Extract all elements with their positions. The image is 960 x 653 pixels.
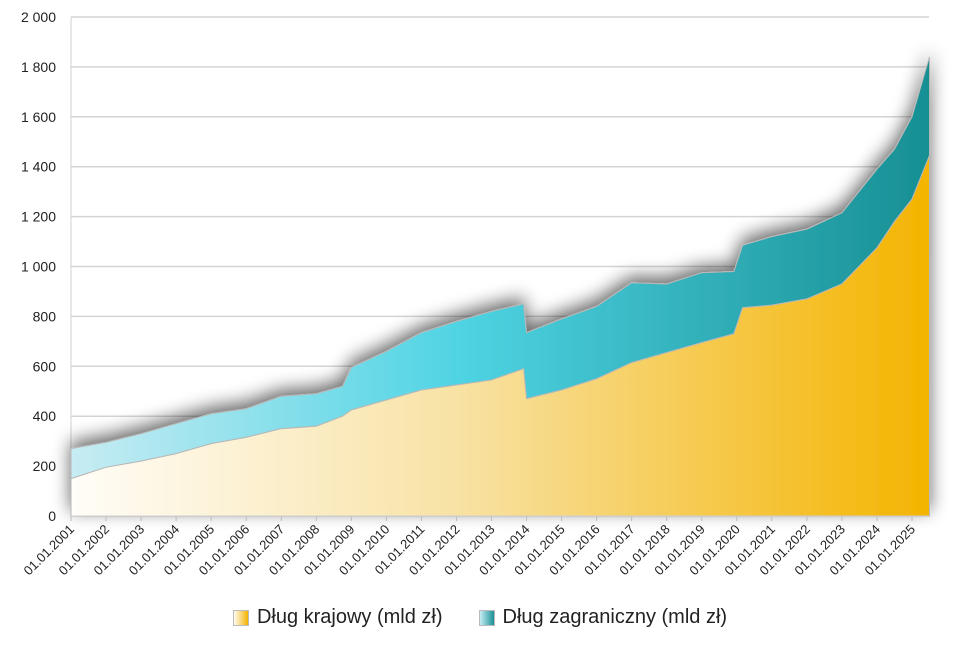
- y-tick-label: 600: [33, 358, 57, 374]
- y-axis: 0 200 400 600 800 1 000 1 200 1 400 1 600 1 800 2 …: [21, 9, 56, 524]
- plot-area: [70, 56, 931, 517]
- y-tick-label: 1 000: [21, 259, 56, 275]
- legend: Dług krajowy (mld zł) Dług zagraniczny (…: [0, 606, 960, 629]
- y-tick-label: 1 400: [21, 159, 56, 175]
- series-area-domestic-debt: [70, 155, 931, 517]
- y-tick-label: 200: [33, 458, 57, 474]
- legend-item-foreign: Dług zagraniczny (mld zł): [478, 606, 728, 629]
- y-tick-label: 2 000: [21, 9, 56, 25]
- x-axis: 01.01.200101.01.200201.01.200301.01.2004…: [20, 515, 929, 578]
- legend-swatch-foreign: [478, 609, 495, 626]
- legend-label-domestic: Dług krajowy (mld zł): [256, 606, 443, 628]
- stacked-area-chart: 0 200 400 600 800 1 000 1 200 1 400 1 600 1 800 2 …: [20, 9, 931, 578]
- y-tick-label: 1 800: [21, 59, 56, 75]
- y-tick-label: 1 200: [21, 209, 56, 225]
- y-tick-label: 0: [48, 508, 56, 524]
- legend-item-domestic: Dług krajowy (mld zł): [232, 606, 443, 629]
- y-tick-label: 800: [33, 308, 57, 324]
- y-tick-label: 1 600: [21, 109, 56, 125]
- areas-group: [70, 56, 931, 517]
- legend-swatch-domestic: [232, 609, 249, 626]
- y-tick-label: 400: [33, 408, 57, 424]
- legend-label-foreign: Dług zagraniczny (mld zł): [502, 606, 728, 628]
